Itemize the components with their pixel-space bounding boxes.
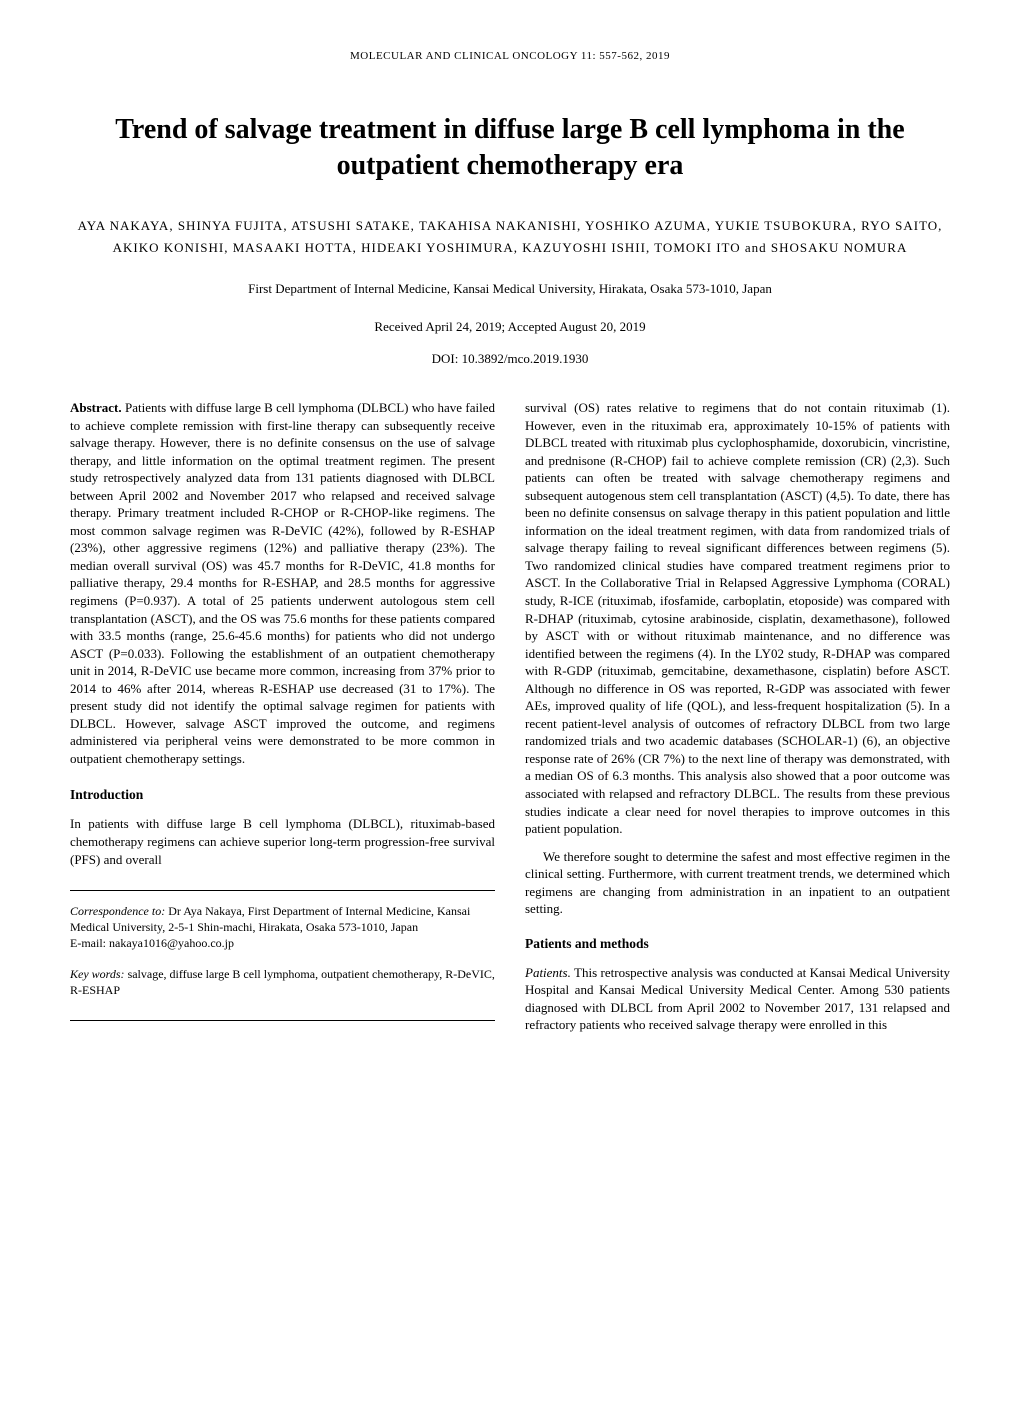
left-column: Abstract. Patients with diffuse large B … xyxy=(70,399,495,1044)
keywords-text: salvage, diffuse large B cell lymphoma, … xyxy=(70,967,495,997)
abstract-paragraph: Abstract. Patients with diffuse large B … xyxy=(70,399,495,767)
affiliation: First Department of Internal Medicine, K… xyxy=(70,281,950,297)
patients-para-1: This retrospective analysis was conducte… xyxy=(525,965,950,1033)
abstract-text: Patients with diffuse large B cell lymph… xyxy=(70,400,495,766)
keywords-block: Key words: salvage, diffuse large B cell… xyxy=(70,966,495,998)
received-accepted-dates: Received April 24, 2019; Accepted August… xyxy=(70,319,950,335)
patients-subsection: Patients. This retrospective analysis wa… xyxy=(525,964,950,1034)
patients-methods-heading: Patients and methods xyxy=(525,936,950,952)
authors-list: AYA NAKAYA, SHINYA FUJITA, ATSUSHI SATAK… xyxy=(70,215,950,259)
correspondence-label: Correspondence to: xyxy=(70,904,168,918)
footer-separator-bottom xyxy=(70,1020,495,1021)
two-column-layout: Abstract. Patients with diffuse large B … xyxy=(70,399,950,1044)
introduction-para-2: We therefore sought to determine the saf… xyxy=(525,848,950,918)
introduction-heading: Introduction xyxy=(70,787,495,803)
footer-separator xyxy=(70,890,495,891)
running-header: MOLECULAR AND CLINICAL ONCOLOGY 11: 557-… xyxy=(70,50,950,62)
introduction-continuation: survival (OS) rates relative to regimens… xyxy=(525,399,950,838)
article-title: Trend of salvage treatment in diffuse la… xyxy=(70,112,950,185)
abstract-label: Abstract. xyxy=(70,400,122,415)
right-column: survival (OS) rates relative to regimens… xyxy=(525,399,950,1044)
correspondence-block: Correspondence to: Dr Aya Nakaya, First … xyxy=(70,903,495,952)
keywords-label: Key words: xyxy=(70,967,128,981)
email-label: E-mail: xyxy=(70,936,109,950)
doi: DOI: 10.3892/mco.2019.1930 xyxy=(70,351,950,367)
correspondence-email: nakaya1016@yahoo.co.jp xyxy=(109,936,234,950)
introduction-para-1: In patients with diffuse large B cell ly… xyxy=(70,815,495,868)
patients-subsection-label: Patients. xyxy=(525,965,571,980)
